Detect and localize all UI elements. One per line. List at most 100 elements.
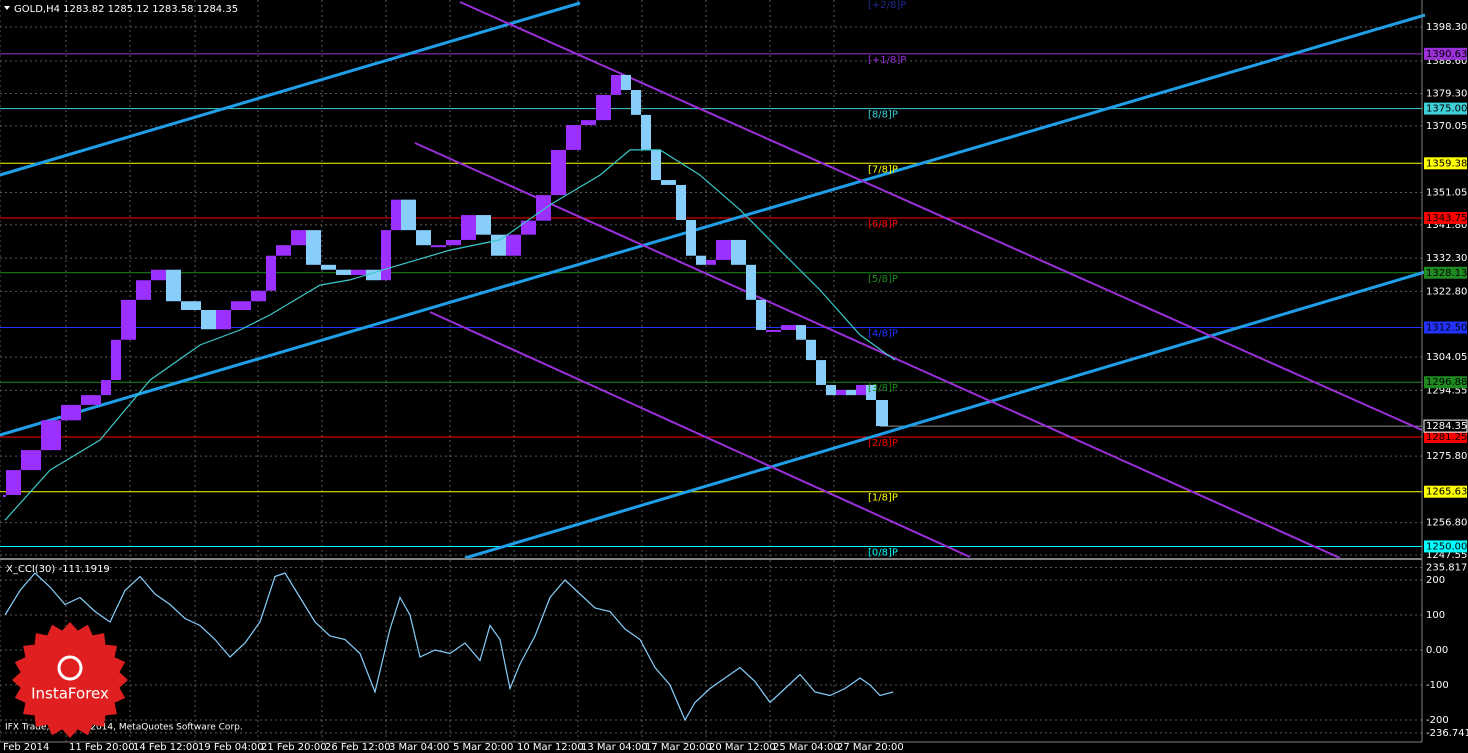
y-tick-label: 200 [1426, 575, 1445, 586]
price-body [826, 384, 836, 396]
level-label: [0/8]P [868, 547, 898, 558]
price-label-box [1424, 485, 1467, 498]
level-label: [3/8]P [868, 383, 898, 394]
price-body [631, 90, 641, 115]
y-tick-label: 1370.05 [1426, 121, 1467, 132]
price-label: 1359.38 [1426, 158, 1467, 169]
price-body [476, 215, 491, 235]
y-tick-label: 1304.05 [1426, 352, 1467, 363]
price-body [551, 149, 566, 196]
price-body [111, 339, 121, 381]
price-label: 1375.00 [1426, 104, 1467, 115]
y-tick-label: 1388.60 [1426, 56, 1467, 67]
level-label: [7/8]P [868, 164, 898, 175]
price-body [41, 420, 61, 451]
price-label: 1390.63 [1426, 49, 1467, 60]
trend-lines [0, 1, 1426, 560]
price-label: 1250.00 [1426, 541, 1467, 552]
price-body [266, 255, 276, 291]
price-body [81, 395, 101, 405]
price-body [846, 389, 856, 396]
price-body [611, 74, 621, 95]
price-body [491, 234, 506, 256]
price-body [136, 280, 151, 300]
x-tick-label: Feb 2014 [3, 742, 49, 753]
price-label-box [1424, 266, 1467, 279]
price-label-box [1424, 430, 1467, 443]
price-label-box [1424, 321, 1467, 334]
x-tick-label: 10 Mar 12:00 [517, 742, 584, 753]
price-body [506, 234, 521, 256]
price-body [566, 125, 581, 150]
x-tick-label: 13 Mar 04:00 [581, 742, 648, 753]
price-label-box [1424, 212, 1467, 225]
copyright: IFX Trade, © 2001-2014, MetaQuotes Softw… [5, 723, 243, 733]
price-body [166, 269, 181, 302]
price-body [621, 74, 631, 91]
price-label: 1265.63 [1426, 487, 1467, 498]
price-body [536, 195, 551, 221]
x-tick-label: 19 Feb 04:00 [198, 742, 264, 753]
price-body [431, 245, 446, 248]
logo-icon [57, 655, 83, 681]
x-tick-label: 11 Feb 20:00 [69, 742, 135, 753]
x-tick-label: 5 Mar 20:00 [453, 742, 513, 753]
price-body [836, 389, 846, 396]
current-price-box [1423, 419, 1468, 433]
price-body [756, 299, 766, 330]
y-tick-label: 0.00 [1426, 645, 1448, 656]
level-label: [+2/8]P [868, 0, 906, 11]
y-tick-label: 1398.30 [1426, 22, 1467, 33]
murrey-levels [0, 53, 1422, 547]
y-tick-label: 1322.80 [1426, 286, 1467, 297]
x-tick-label: 26 Feb 12:00 [325, 742, 391, 753]
data [3, 74, 896, 722]
level-label: [6/8]P [868, 219, 898, 230]
price-body [746, 264, 756, 300]
price-body [876, 400, 888, 427]
price-body [391, 199, 401, 231]
menu-arrow[interactable] [4, 6, 10, 10]
channel-line [459, 1, 1423, 431]
y-tick-label: 100 [1426, 610, 1445, 621]
price-body [216, 310, 231, 330]
y-tick-label: 1379.30 [1426, 89, 1467, 100]
price-body [866, 384, 876, 401]
price-body [806, 339, 816, 361]
price-body [251, 290, 266, 302]
price-body [181, 301, 201, 310]
price-label-box [1424, 102, 1467, 115]
chart-title: GOLD,H4 1283.82 1285.12 1283.58 1284.35 [14, 4, 238, 15]
price-body [731, 239, 746, 265]
price-label-box [1424, 376, 1467, 389]
level-label: [4/8]P [868, 329, 898, 340]
labels: GOLD,H4 1283.82 1285.12 1283.58 1284.35 … [3, 0, 1468, 753]
price-body [581, 120, 596, 126]
price-label-box [1424, 540, 1467, 553]
y-tick-label: 1341.80 [1426, 220, 1467, 231]
price-body [676, 184, 686, 220]
price-body [696, 255, 706, 265]
y-tick-label: 1247.55 [1426, 550, 1467, 561]
level-label: [2/8]P [868, 438, 898, 449]
level-label: [5/8]P [868, 274, 898, 285]
level-label: [+1/8]P [868, 55, 906, 66]
price-body [706, 259, 716, 265]
price-body [351, 269, 366, 275]
price-body [651, 149, 661, 181]
price-label: 1343.75 [1426, 213, 1467, 224]
price-body [781, 325, 796, 330]
price-body [321, 264, 336, 270]
price-body [336, 269, 351, 275]
channel-line [414, 142, 1341, 559]
price-body [416, 230, 431, 246]
price-body [766, 329, 781, 332]
price-body [816, 360, 826, 385]
price-body [6, 470, 21, 495]
trend-line [0, 1, 581, 177]
price-body [856, 384, 866, 396]
price-body [401, 199, 416, 231]
